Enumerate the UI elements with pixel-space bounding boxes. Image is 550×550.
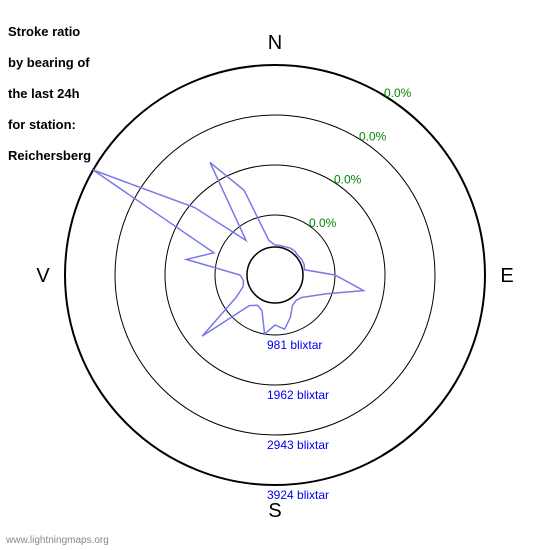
cardinal-e: E [500, 265, 513, 287]
ring-bottom-label-0: 981 blixtar [267, 338, 322, 352]
cardinal-n: N [268, 32, 282, 54]
polar-chart: 0.0% 0.0% 0.0% 0.0% 981 blixtar 1962 blixtar 2… [0, 0, 550, 550]
cardinal-s: S [268, 500, 281, 522]
rose-polygon [93, 162, 364, 336]
ring-top-label-3: 0.0% [384, 86, 412, 100]
cardinal-w: V [36, 265, 50, 287]
ring-bottom-label-1: 1962 blixtar [267, 388, 329, 402]
center-hole [247, 247, 303, 303]
ring-bottom-label-2: 2943 blixtar [267, 438, 329, 452]
footer-attribution: www.lightningmaps.org [6, 535, 109, 546]
ring-top-label-1: 0.0% [334, 173, 362, 187]
ring-top-label-2: 0.0% [359, 129, 387, 143]
ring-top-label-0: 0.0% [309, 216, 337, 230]
